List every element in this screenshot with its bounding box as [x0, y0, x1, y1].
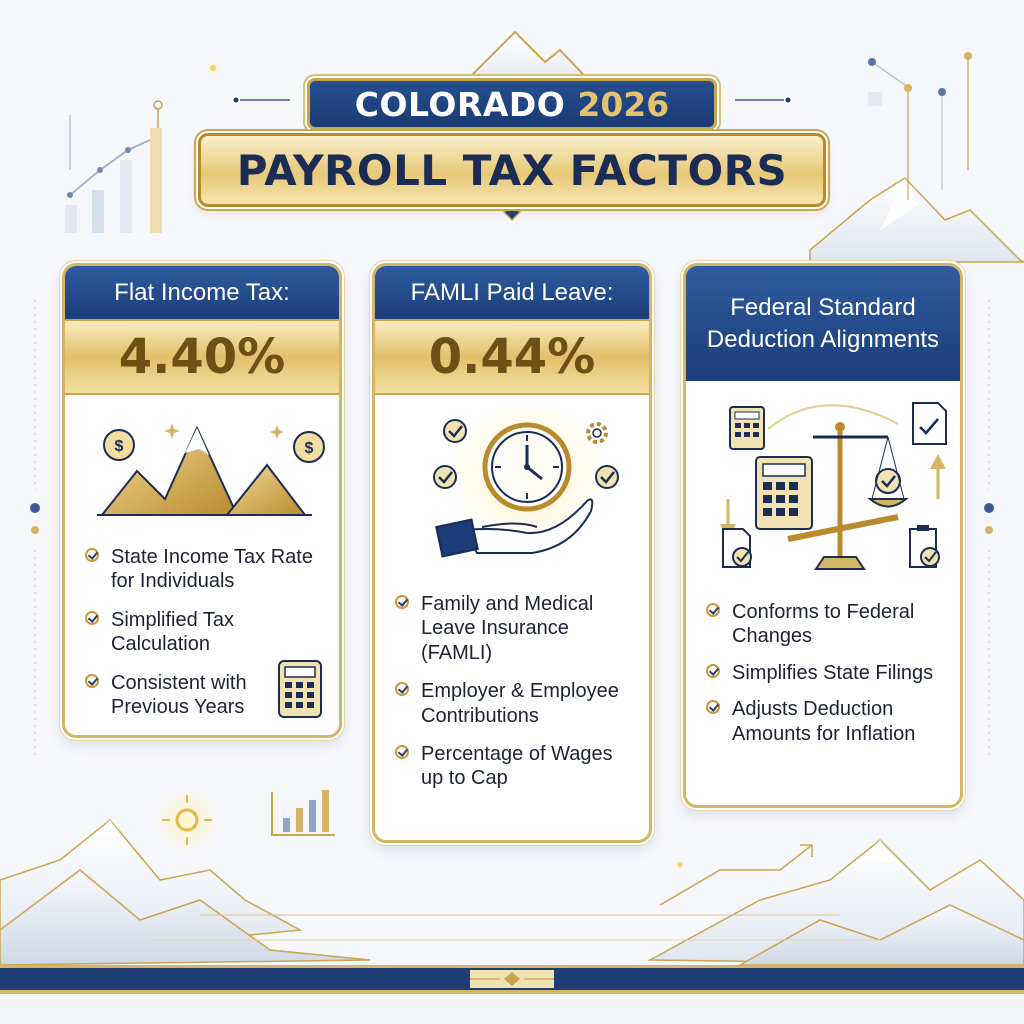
list-item: Conforms to Federal Changes	[706, 600, 946, 649]
tax-rate-value: 4.40%	[65, 319, 339, 395]
svg-text:$: $	[115, 438, 124, 455]
check-icon	[85, 610, 99, 625]
list-item: Adjusts Deduction Amounts for Inflation	[706, 697, 946, 746]
list-item: Percentage of Wages up to Cap	[395, 742, 635, 791]
small-bar-chart-icon	[271, 790, 335, 836]
card-heading: Flat Income Tax:	[65, 266, 339, 319]
title-banner-main: PAYROLL TAX FACTORS	[198, 133, 826, 207]
card-heading: FAMLI Paid Leave:	[375, 266, 649, 319]
check-icon	[395, 595, 409, 609]
check-icon	[85, 548, 99, 562]
card-federal-standard-deduction: Federal Standard Deduction Alignments	[683, 263, 963, 808]
title-state: COLORADO	[354, 84, 566, 124]
check-icon	[85, 673, 99, 688]
card-heading: Federal Standard Deduction Alignments	[686, 266, 960, 381]
calculator-icon	[278, 660, 322, 718]
list-item: Consistent with Previous Years	[85, 671, 323, 720]
check-icon	[395, 682, 409, 697]
gold-mountains-icon: $ $	[97, 423, 325, 516]
card-famli-paid-leave: FAMLI Paid Leave: 0.44%	[372, 263, 652, 843]
page-title: PAYROLL TAX FACTORS	[236, 145, 788, 195]
list-item: Family and Medical Leave Insurance (FAML…	[395, 592, 635, 665]
balance-scale-icon	[720, 402, 947, 570]
bar-chart-icon	[65, 128, 162, 233]
card-bullets: State Income Tax Rate for Individuals Si…	[65, 523, 339, 719]
hand-holding-clock-icon	[433, 405, 619, 558]
card-flat-income-tax: Flat Income Tax: 4.40% $ $ State Income …	[62, 263, 342, 738]
title-banner-top: COLORADO 2026	[307, 78, 717, 130]
list-item: Simplifies State Filings	[706, 661, 946, 685]
list-item: State Income Tax Rate for Individuals	[85, 545, 323, 594]
svg-text:$: $	[305, 440, 314, 457]
check-icon	[706, 663, 720, 678]
check-badges	[433, 419, 619, 489]
check-icon	[706, 603, 720, 617]
title-year: 2026	[577, 84, 670, 124]
check-icon	[395, 744, 409, 759]
check-icon	[706, 700, 720, 715]
leave-rate-value: 0.44%	[375, 319, 649, 395]
list-item: Simplified Tax Calculation	[85, 608, 323, 657]
card-bullets: Conforms to Federal Changes Simplifies S…	[686, 584, 960, 746]
list-item: Employer & Employee Contributions	[395, 679, 635, 728]
card-bullets: Family and Medical Leave Insurance (FAML…	[375, 570, 649, 791]
